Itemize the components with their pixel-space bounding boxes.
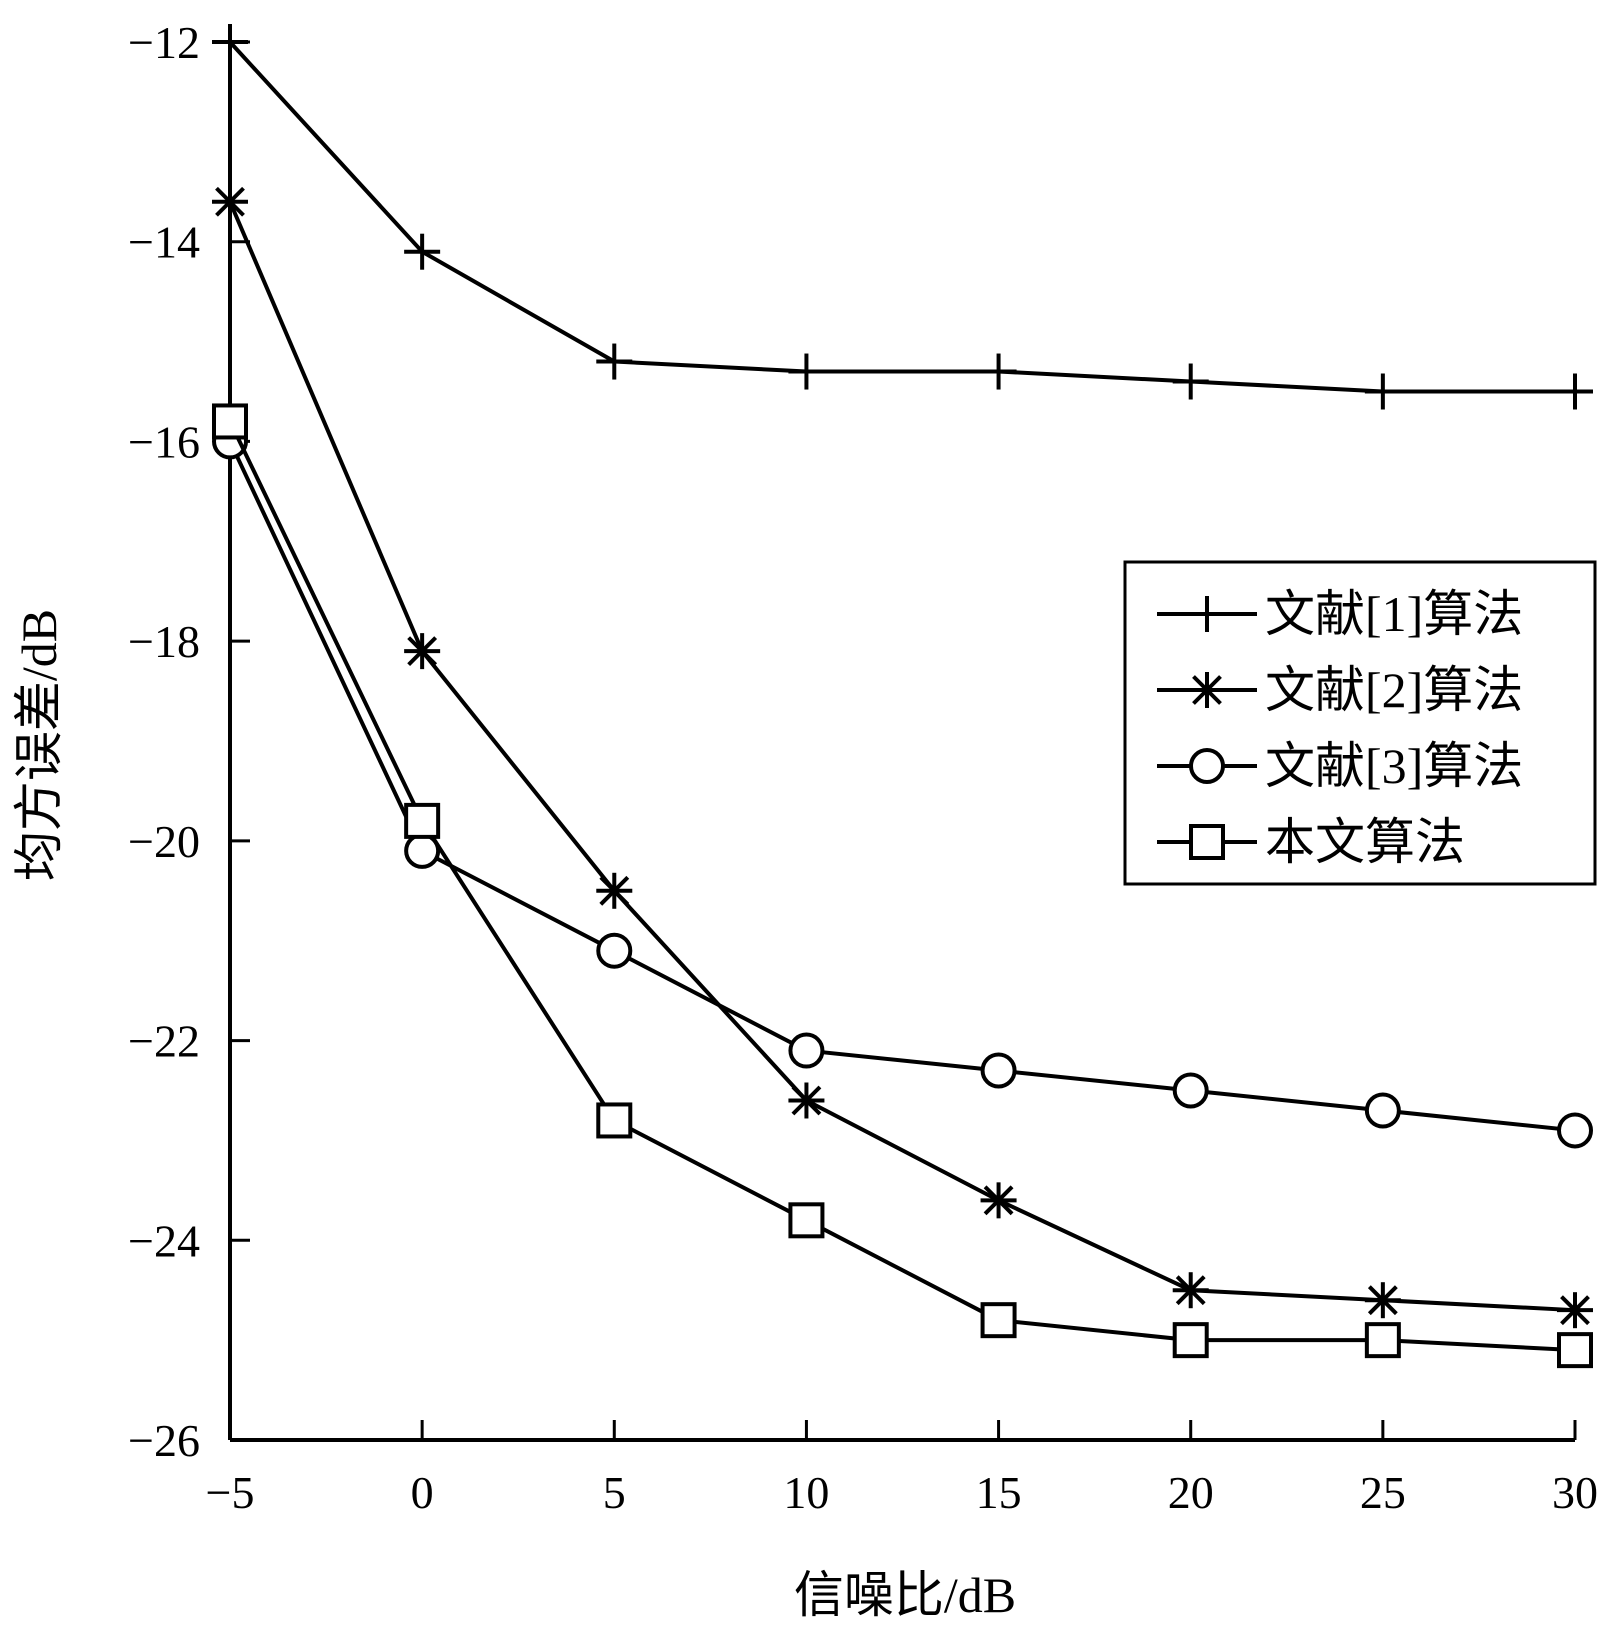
data-point-asterisk — [980, 1182, 1017, 1219]
data-point-circle — [1557, 1112, 1593, 1149]
y-tick-label: −16 — [128, 416, 200, 467]
data-point-circle — [1172, 1072, 1209, 1109]
data-point-circle — [1364, 1092, 1401, 1129]
series-layer — [212, 24, 1593, 1369]
data-point-asterisk — [1557, 1292, 1593, 1329]
data-point-square — [212, 403, 248, 440]
y-tick-label: −20 — [128, 816, 200, 867]
data-point-asterisk — [1364, 1282, 1401, 1319]
data-point-circle — [788, 1032, 825, 1069]
y-tick-label: −22 — [128, 1016, 200, 1067]
legend-entry: 文献[1]算法 — [1157, 586, 1523, 642]
data-point-circle — [980, 1052, 1017, 1089]
x-tick-label: 0 — [411, 1467, 434, 1518]
data-point-circle — [1189, 748, 1225, 784]
data-point-square — [1189, 824, 1225, 860]
data-point-asterisk — [404, 633, 441, 670]
data-point-asterisk — [1172, 1272, 1209, 1309]
x-tick-label: 30 — [1552, 1467, 1598, 1518]
x-tick-label: 10 — [783, 1467, 829, 1518]
data-point-square — [788, 1202, 825, 1239]
data-point-plus — [980, 353, 1017, 390]
legend-entry: 文献[2]算法 — [1157, 662, 1523, 718]
data-point-square — [1364, 1322, 1401, 1359]
data-point-circle — [596, 932, 633, 969]
data-point-plus — [1172, 363, 1209, 400]
data-point-square — [596, 1102, 633, 1139]
legend-entry: 本文算法 — [1157, 814, 1465, 870]
series-1 — [212, 24, 1593, 410]
data-point-square — [1557, 1332, 1593, 1369]
series-line — [228, 40, 1575, 394]
x-tick-label: 5 — [603, 1467, 626, 1518]
y-tick-label: −24 — [128, 1215, 200, 1266]
y-tick-label: −26 — [128, 1415, 200, 1466]
x-tick-label: 15 — [976, 1467, 1022, 1518]
y-axis-title: 均方误差/dB — [11, 609, 67, 881]
axes: −5 0 5 10 15 20 25 30 −26 −24 −22 −20 −18 −16 −14 −12 — [128, 17, 1598, 1518]
data-point-plus — [1189, 596, 1225, 632]
data-point-asterisk — [596, 872, 633, 909]
legend-label: 文献[1]算法 — [1265, 586, 1523, 642]
data-point-square — [1172, 1322, 1209, 1359]
data-point-asterisk — [212, 183, 248, 220]
data-point-square — [404, 802, 441, 839]
data-point-plus — [1557, 373, 1593, 410]
x-tick-label: 25 — [1360, 1467, 1406, 1518]
x-tick-label: 20 — [1168, 1467, 1214, 1518]
series-line — [228, 420, 1576, 1353]
series-line — [228, 200, 1576, 1313]
data-point-plus — [404, 233, 441, 270]
legend-label: 文献[3]算法 — [1265, 738, 1523, 794]
legend-label: 本文算法 — [1265, 814, 1465, 870]
x-axis-title: 信噪比/dB — [794, 1567, 1016, 1623]
x-tick-label: −5 — [206, 1467, 255, 1518]
y-tick-label: −12 — [128, 17, 200, 68]
series-2 — [212, 183, 1593, 1329]
data-point-plus — [1364, 373, 1401, 410]
legend-label: 文献[2]算法 — [1265, 662, 1523, 718]
legend-entry: 文献[3]算法 — [1157, 738, 1523, 794]
y-tick-label: −14 — [128, 217, 200, 268]
series-4 — [212, 403, 1593, 1369]
data-point-asterisk — [788, 1082, 825, 1119]
data-point-asterisk — [1189, 672, 1225, 708]
y-tick-label: −18 — [128, 616, 200, 667]
data-point-plus — [212, 24, 248, 60]
data-point-plus — [788, 353, 825, 390]
data-point-square — [980, 1302, 1017, 1339]
data-point-plus — [596, 343, 633, 380]
